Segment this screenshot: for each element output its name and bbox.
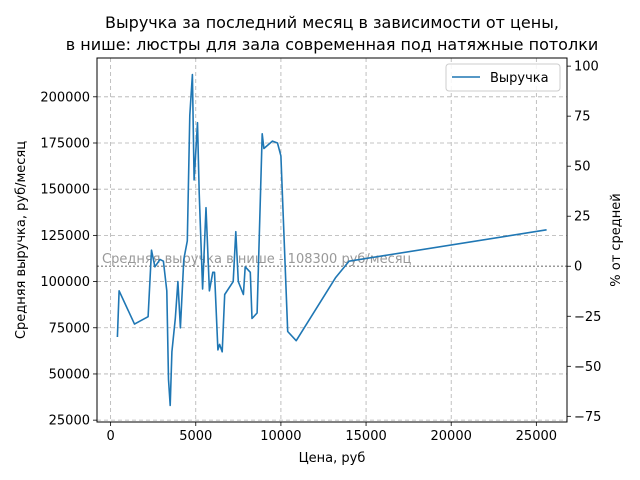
y-axis-left: 25000 50000 75000 100000 125000 150000 175000 2… [40, 90, 97, 429]
y-right-tick-label: 50 [574, 160, 591, 175]
chart-title-line-2: в нише: люстры для зала современная под … [66, 35, 599, 54]
y-tick-label: 100000 [40, 275, 90, 290]
chart-title-line-1: Выручка за последний месяц в зависимости… [105, 13, 559, 32]
y-right-tick-label: 0 [574, 260, 582, 275]
plot-area-frame [96, 57, 568, 423]
y-right-tick-label: −75 [574, 410, 601, 425]
x-tick-label: 5000 [179, 429, 212, 444]
y-tick-label: 175000 [40, 136, 90, 151]
y-right-tick-label: 100 [574, 60, 599, 75]
x-tick-label: 25000 [516, 429, 557, 444]
y-right-tick-label: 25 [574, 210, 591, 225]
x-axis-label: Цена, руб [299, 451, 366, 466]
y-axis-right: −75 −50 −25 0 25 50 75 100 [567, 60, 601, 425]
y-right-tick-label: −50 [574, 360, 601, 375]
grid [97, 58, 567, 422]
y-tick-label: 150000 [40, 183, 90, 198]
y-axis-right-label: % от средней [609, 193, 624, 286]
reference-line-group: Средняя выручка в нише - 108300 руб/меся… [97, 252, 567, 267]
x-tick-label: 10000 [260, 429, 301, 444]
y-tick-label: 125000 [40, 229, 90, 244]
legend-box [445, 63, 561, 92]
y-axis-label: Средняя выручка, руб/месяц [14, 141, 29, 339]
y-right-tick-label: 75 [574, 110, 591, 125]
x-tick-label: 15000 [345, 429, 386, 444]
y-tick-label: 25000 [49, 414, 90, 429]
y-tick-label: 75000 [49, 321, 90, 336]
y-right-tick-label: −25 [574, 310, 601, 325]
average-revenue-label: Средняя выручка в нише - 108300 руб/меся… [102, 252, 412, 267]
series-group [116, 73, 547, 407]
x-axis: 0 5000 10000 15000 20000 25000 [106, 422, 557, 444]
x-tick-label: 20000 [431, 429, 472, 444]
legend-label: Выручка [490, 71, 549, 86]
series-line-revenue [116, 73, 547, 407]
y-tick-label: 50000 [49, 367, 90, 382]
legend: Выручка [445, 63, 561, 92]
x-tick-label: 0 [106, 429, 114, 444]
y-tick-label: 200000 [40, 90, 90, 105]
